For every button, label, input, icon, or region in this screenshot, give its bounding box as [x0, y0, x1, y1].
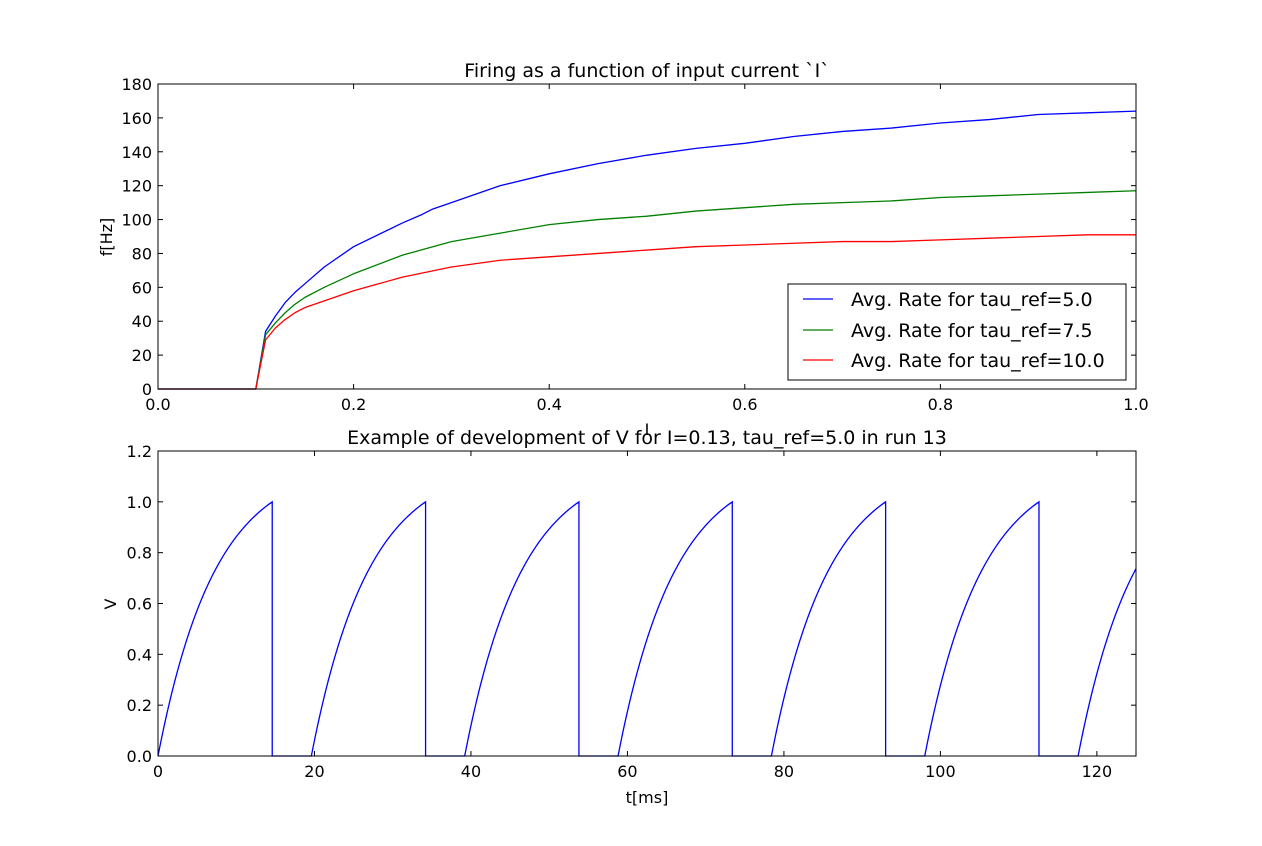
- x-tick-label: 120: [1082, 762, 1113, 781]
- y-tick-label: 0.0: [127, 747, 152, 766]
- y-tick-label: 60: [132, 278, 152, 297]
- y-tick-label: 40: [132, 312, 152, 331]
- firing-rate-chart: Firing as a function of input current `I…: [97, 60, 1149, 439]
- x-tick-label: 0.2: [341, 395, 366, 414]
- y-tick-label: 0.6: [127, 595, 152, 614]
- y-tick-label: 120: [121, 177, 152, 196]
- y-tick-label: 20: [132, 346, 152, 365]
- series-line-2: [158, 234, 1136, 390]
- voltage-trace-chart: Example of development of V for I=0.13, …: [101, 427, 1137, 807]
- y-tick-label: 160: [121, 109, 152, 128]
- chart-title: Example of development of V for I=0.13, …: [347, 427, 947, 449]
- x-axis-label: t[ms]: [626, 788, 669, 807]
- x-axis-label: I: [645, 420, 650, 439]
- x-tick-label: 60: [617, 762, 637, 781]
- plot-lines: [157, 500, 1137, 757]
- series-line-1: [158, 190, 1137, 390]
- plot-frame: [157, 83, 1137, 390]
- axis-ticks: 0.0 0.2 0.4 0.6 0.8 1.0 0 20 40 60 80 100 120 140 160 1…: [121, 75, 1148, 414]
- y-tick-label: 140: [121, 143, 152, 162]
- x-tick-label: 1.0: [1123, 395, 1148, 414]
- chart-title: Firing as a function of input current `I…: [464, 60, 829, 82]
- x-tick-label: 0.4: [536, 395, 561, 414]
- legend-label-tau-5: Avg. Rate for tau_ref=5.0: [851, 289, 1093, 311]
- y-tick-label: 180: [121, 75, 152, 94]
- series-line-0: [158, 110, 1137, 390]
- y-tick-label: 0.4: [127, 645, 152, 664]
- y-axis-label: V: [101, 598, 120, 609]
- y-tick-label: 100: [121, 211, 152, 230]
- y-tick-label: 0.2: [127, 696, 152, 715]
- y-tick-label: 1.2: [127, 442, 152, 461]
- x-tick-label: 100: [925, 762, 956, 781]
- x-tick-label: 20: [304, 762, 324, 781]
- plot-frame: [157, 450, 1137, 757]
- voltage-trace-line: [157, 500, 1137, 757]
- y-tick-label: 80: [132, 244, 152, 263]
- y-axis-label: f[Hz]: [97, 218, 116, 257]
- legend-label-tau-10: Avg. Rate for tau_ref=10.0: [851, 350, 1105, 372]
- axis-ticks: 0 20 40 60 80 100 120 0.0 0.2 0.4 0.6 0.8 1.0 1.2: [127, 442, 1136, 781]
- plot-lines: [158, 110, 1137, 390]
- legend-box: [787, 283, 1127, 381]
- x-tick-label: 0: [153, 762, 163, 781]
- x-tick-label: 0.8: [928, 395, 953, 414]
- x-tick-label: 40: [461, 762, 481, 781]
- legend: Avg. Rate for tau_ref=5.0 Avg. Rate for …: [787, 283, 1127, 381]
- y-tick-label: 0.8: [127, 544, 152, 563]
- y-tick-label: 1.0: [127, 493, 152, 512]
- y-tick-label: 0: [142, 380, 152, 399]
- legend-label-tau-7-5: Avg. Rate for tau_ref=7.5: [851, 320, 1093, 342]
- x-tick-label: 0.6: [732, 395, 757, 414]
- x-tick-label: 80: [774, 762, 794, 781]
- x-tick-label: 0.0: [145, 395, 170, 414]
